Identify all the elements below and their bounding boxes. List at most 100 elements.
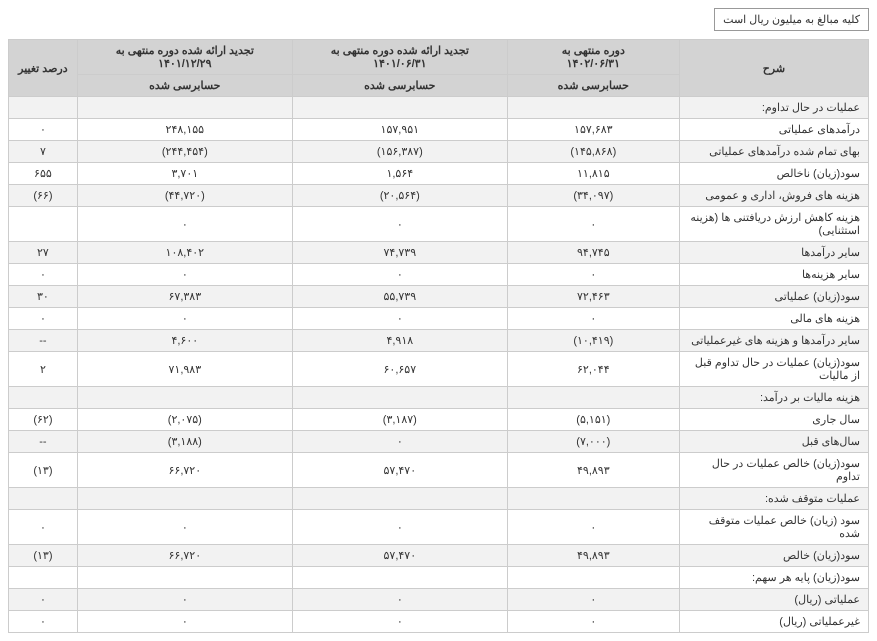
row-description: هزینه کاهش ارزش دریافتنی ها (هزینه استثن… xyxy=(679,207,868,242)
cell-period3: (۲,۰۷۵) xyxy=(77,409,292,431)
cell-period2: ۶۰,۶۵۷ xyxy=(292,352,507,387)
table-row: عملیات متوقف شده: xyxy=(9,488,869,510)
row-description: سود (زیان) خالص عملیات متوقف شده xyxy=(679,510,868,545)
cell-period1: (۱۴۵,۸۶۸) xyxy=(507,141,679,163)
table-row: سود(زیان) عملیات در حال تداوم قبل از مال… xyxy=(9,352,869,387)
cell-change: ۶۵۵ xyxy=(9,163,78,185)
table-row: هزینه های فروش، اداری و عمومی(۳۴,۰۹۷)(۲۰… xyxy=(9,185,869,207)
cell-period1: (۷,۰۰۰) xyxy=(507,431,679,453)
cell-period2: ۵۷,۴۷۰ xyxy=(292,545,507,567)
cell-period2: ۷۴,۷۳۹ xyxy=(292,242,507,264)
cell-period3: ۶۷,۳۸۳ xyxy=(77,286,292,308)
cell-period1: ۴۹,۸۹۳ xyxy=(507,453,679,488)
row-description: عملیات در حال تداوم: xyxy=(679,97,868,119)
cell-period1: (۳۴,۰۹۷) xyxy=(507,185,679,207)
cell-period1 xyxy=(507,567,679,589)
header-period3-top: تجدید ارائه شده دوره منتهی به۱۴۰۱/۱۲/۲۹ xyxy=(77,40,292,75)
cell-period2: ۰ xyxy=(292,308,507,330)
row-description: سال جاری xyxy=(679,409,868,431)
cell-period1: ۰ xyxy=(507,207,679,242)
cell-period1 xyxy=(507,387,679,409)
cell-period3 xyxy=(77,97,292,119)
cell-period2: ۰ xyxy=(292,431,507,453)
table-row: سایر درآمدها و هزینه های غیرعملیاتی(۱۰,۴… xyxy=(9,330,869,352)
cell-period2: ۰ xyxy=(292,510,507,545)
cell-period3: ۶۶,۷۲۰ xyxy=(77,545,292,567)
cell-period1: ۰ xyxy=(507,589,679,611)
cell-change: (۶۲) xyxy=(9,409,78,431)
table-row: سود(زیان) خالص عملیات در حال تداوم۴۹,۸۹۳… xyxy=(9,453,869,488)
cell-change: ۳۰ xyxy=(9,286,78,308)
cell-period1: ۰ xyxy=(507,308,679,330)
cell-change: (۶۶) xyxy=(9,185,78,207)
cell-period1: ۱۱,۸۱۵ xyxy=(507,163,679,185)
cell-change: -- xyxy=(9,330,78,352)
header-audited-3: حسابرسی شده xyxy=(77,75,292,97)
cell-period3: (۴۴,۷۲۰) xyxy=(77,185,292,207)
row-description: سایر درآمدها و هزینه های غیرعملیاتی xyxy=(679,330,868,352)
cell-period1: ۶۲,۰۴۴ xyxy=(507,352,679,387)
cell-period2: ۵۵,۷۳۹ xyxy=(292,286,507,308)
currency-note: کلیه مبالغ به میلیون ریال است xyxy=(714,8,869,31)
cell-period1: ۱۵۷,۶۸۳ xyxy=(507,119,679,141)
row-description: سال‌های قبل xyxy=(679,431,868,453)
cell-change xyxy=(9,207,78,242)
row-description: سایر درآمدها xyxy=(679,242,868,264)
header-audited-2: حسابرسی شده xyxy=(292,75,507,97)
cell-period1: (۱۰,۴۱۹) xyxy=(507,330,679,352)
cell-change xyxy=(9,567,78,589)
cell-period3: ۰ xyxy=(77,611,292,633)
table-row: سود(زیان) عملیاتی۷۲,۴۶۳۵۵,۷۳۹۶۷,۳۸۳۳۰ xyxy=(9,286,869,308)
cell-change: ۰ xyxy=(9,119,78,141)
cell-period3 xyxy=(77,567,292,589)
cell-period2: (۳,۱۸۷) xyxy=(292,409,507,431)
row-description: سود(زیان) عملیات در حال تداوم قبل از مال… xyxy=(679,352,868,387)
row-description: سود(زیان) ناخالص xyxy=(679,163,868,185)
table-row: سایر درآمدها۹۴,۷۴۵۷۴,۷۳۹۱۰۸,۴۰۲۲۷ xyxy=(9,242,869,264)
row-description: عملیاتی (ریال) xyxy=(679,589,868,611)
row-description: هزینه های فروش، اداری و عمومی xyxy=(679,185,868,207)
row-description: غیرعملیاتی (ریال) xyxy=(679,611,868,633)
header-period2-top: تجدید ارائه شده دوره منتهی به۱۴۰۱/۰۶/۳۱ xyxy=(292,40,507,75)
cell-change: ۲۷ xyxy=(9,242,78,264)
cell-period2: ۰ xyxy=(292,611,507,633)
table-row: سود(زیان) خالص۴۹,۸۹۳۵۷,۴۷۰۶۶,۷۲۰(۱۳) xyxy=(9,545,869,567)
cell-period3: ۷۱,۹۸۳ xyxy=(77,352,292,387)
cell-period1: ۴۹,۸۹۳ xyxy=(507,545,679,567)
cell-period3: ۰ xyxy=(77,510,292,545)
cell-period3: ۰ xyxy=(77,264,292,286)
cell-change: ۰ xyxy=(9,510,78,545)
cell-period2: ۰ xyxy=(292,264,507,286)
cell-period2: ۴,۹۱۸ xyxy=(292,330,507,352)
header-audited-1: حسابرسی شده xyxy=(507,75,679,97)
cell-period1 xyxy=(507,488,679,510)
cell-period3: ۱۰۸,۴۰۲ xyxy=(77,242,292,264)
cell-period3: ۶۶,۷۲۰ xyxy=(77,453,292,488)
header-change-percent: درصد تغییر xyxy=(9,40,78,97)
table-row: غیرعملیاتی (ریال)۰۰۰۰ xyxy=(9,611,869,633)
table-row: سود(زیان) ناخالص۱۱,۸۱۵۱,۵۶۴۳,۷۰۱۶۵۵ xyxy=(9,163,869,185)
table-body: عملیات در حال تداوم:درآمدهای عملیاتی۱۵۷,… xyxy=(9,97,869,633)
table-row: هزینه مالیات بر درآمد: xyxy=(9,387,869,409)
cell-period2: ۰ xyxy=(292,589,507,611)
cell-change: ۰ xyxy=(9,264,78,286)
row-description: سود(زیان) خالص xyxy=(679,545,868,567)
cell-period3: (۳,۱۸۸) xyxy=(77,431,292,453)
row-description: درآمدهای عملیاتی xyxy=(679,119,868,141)
cell-period3: (۲۴۴,۴۵۴) xyxy=(77,141,292,163)
table-row: سال‌های قبل(۷,۰۰۰)۰(۳,۱۸۸)-- xyxy=(9,431,869,453)
table-row: سایر هزینه‌ها۰۰۰۰ xyxy=(9,264,869,286)
cell-period2: (۱۵۶,۳۸۷) xyxy=(292,141,507,163)
cell-period1: ۹۴,۷۴۵ xyxy=(507,242,679,264)
row-description: سود(زیان) خالص عملیات در حال تداوم xyxy=(679,453,868,488)
table-row: سود(زیان) پایه هر سهم: xyxy=(9,567,869,589)
cell-period2: (۲۰,۵۶۴) xyxy=(292,185,507,207)
cell-change xyxy=(9,97,78,119)
cell-period3 xyxy=(77,488,292,510)
cell-period2 xyxy=(292,488,507,510)
cell-period1: ۰ xyxy=(507,611,679,633)
row-description: بهای تمام شده درآمدهای عملیاتی xyxy=(679,141,868,163)
cell-period3: ۰ xyxy=(77,308,292,330)
table-row: سال جاری(۵,۱۵۱)(۳,۱۸۷)(۲,۰۷۵)(۶۲) xyxy=(9,409,869,431)
cell-period3: ۴,۶۰۰ xyxy=(77,330,292,352)
